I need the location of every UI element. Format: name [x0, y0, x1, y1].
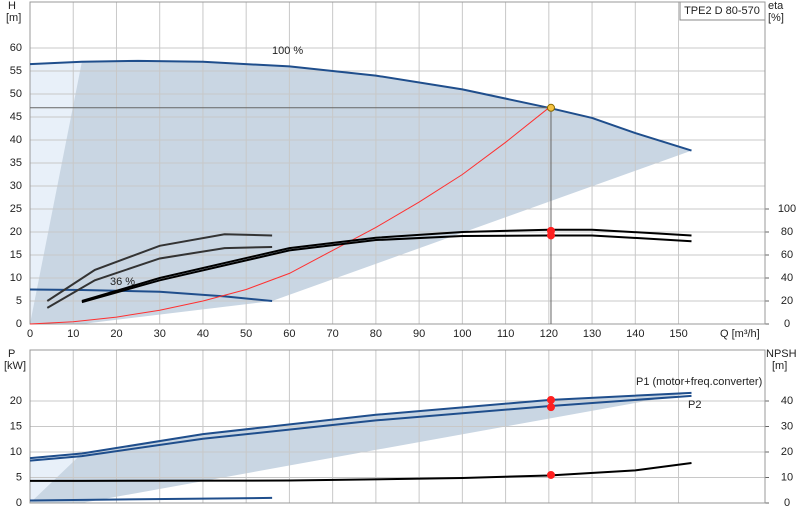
y-tick-label: 5 — [16, 471, 22, 483]
curve — [29, 496, 273, 502]
y-tick-label: 10 — [10, 272, 22, 284]
curve — [29, 394, 692, 462]
y-axis-label: P — [8, 348, 15, 360]
x-tick-label: 100 — [453, 328, 471, 340]
curve — [29, 107, 550, 325]
y2-tick-label: 40 — [781, 395, 793, 407]
plot-frame — [29, 349, 766, 504]
x-tick-label: 0 — [27, 328, 33, 340]
x-tick-label: 30 — [154, 328, 166, 340]
x-tick-label: 150 — [669, 328, 687, 340]
curve — [29, 391, 692, 460]
y2-axis-unit: [%] — [768, 12, 784, 24]
x-tick-label: 110 — [497, 328, 515, 340]
x-tick-label: 40 — [197, 328, 209, 340]
y2-tick-label: 60 — [781, 249, 793, 261]
x-tick-label: 10 — [67, 328, 79, 340]
curve — [46, 233, 273, 302]
annotation: P1 (motor+freq.converter) — [636, 376, 762, 388]
x-tick-label: 120 — [540, 328, 558, 340]
duty-point — [546, 403, 555, 412]
y2-tick-label: 30 — [781, 420, 793, 432]
duty-point — [546, 103, 555, 112]
y2-tick-label: 0 — [784, 318, 790, 330]
y2-axis-unit: [m] — [772, 360, 787, 372]
x-axis-label: Q [m³/h] — [720, 328, 760, 340]
curve — [81, 234, 692, 304]
y-axis-unit: [m] — [6, 12, 21, 24]
y-axis-label: H — [8, 0, 16, 12]
x-tick-label: 90 — [413, 328, 425, 340]
y-tick-label: 60 — [10, 42, 22, 54]
annotation: P2 — [688, 399, 701, 411]
x-tick-label: 50 — [240, 328, 252, 340]
y2-tick-label: 20 — [781, 295, 793, 307]
duty-point — [546, 395, 555, 404]
x-tick-label: 60 — [283, 328, 295, 340]
y-tick-label: 20 — [10, 226, 22, 238]
plot-frame — [29, 1, 766, 325]
y-tick-label: 45 — [10, 111, 22, 123]
curve — [81, 228, 692, 302]
y-tick-label: 30 — [10, 180, 22, 192]
annotation: 100 % — [272, 45, 303, 57]
y-tick-label: 25 — [10, 203, 22, 215]
y-tick-label: 40 — [10, 134, 22, 146]
y-tick-label: 5 — [16, 295, 22, 307]
curve — [46, 245, 273, 309]
operating-range — [30, 60, 692, 324]
y-tick-label: 50 — [10, 88, 22, 100]
y2-tick-label: 0 — [784, 497, 790, 509]
y-tick-label: 0 — [16, 497, 22, 509]
duty-point — [546, 231, 555, 240]
curve — [30, 461, 692, 482]
y2-tick-label: 10 — [781, 471, 793, 483]
y-tick-label: 0 — [16, 318, 22, 330]
x-tick-label: 70 — [327, 328, 339, 340]
y-tick-label: 20 — [10, 395, 22, 407]
y-tick-label: 15 — [10, 420, 22, 432]
y2-tick-label: 20 — [781, 446, 793, 458]
y2-axis-label: NPSH — [766, 348, 797, 360]
curve — [29, 59, 692, 152]
operating-range — [30, 392, 692, 503]
x-tick-label: 130 — [583, 328, 601, 340]
y2-axis-label: eta — [768, 0, 784, 12]
y2-tick-label: 80 — [781, 226, 793, 238]
annotation: 36 % — [110, 276, 135, 288]
y-tick-label: 35 — [10, 157, 22, 169]
x-tick-label: 80 — [370, 328, 382, 340]
duty-point — [546, 470, 555, 479]
x-tick-label: 140 — [626, 328, 644, 340]
y2-tick-label: 100 — [778, 203, 796, 215]
y2-tick-label: 40 — [781, 272, 793, 284]
x-tick-label: 20 — [110, 328, 122, 340]
y-tick-label: 55 — [10, 65, 22, 77]
chart-title: TPE2 D 80-570 — [684, 5, 760, 17]
y-tick-label: 10 — [10, 446, 22, 458]
y-tick-label: 15 — [10, 249, 22, 261]
y-axis-unit: [kW] — [4, 360, 26, 372]
